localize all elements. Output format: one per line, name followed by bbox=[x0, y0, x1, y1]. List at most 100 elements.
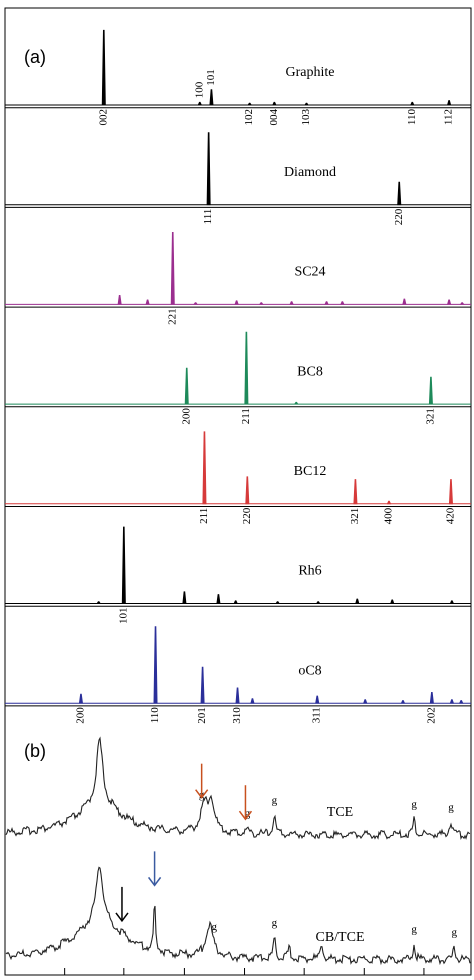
hkl-label: 101 bbox=[117, 608, 129, 625]
hkl-label: 002 bbox=[97, 109, 109, 126]
peak bbox=[244, 331, 249, 405]
hkl-label: 420 bbox=[444, 507, 456, 524]
peak bbox=[355, 598, 360, 604]
hkl-label: 202 bbox=[425, 707, 437, 724]
hkl-label: 100 bbox=[193, 81, 205, 98]
peak bbox=[448, 479, 453, 505]
hkl-label: 400 bbox=[383, 507, 395, 524]
arrow bbox=[238, 785, 253, 821]
peak bbox=[117, 295, 122, 305]
peak bbox=[209, 89, 214, 106]
hkl-label: 200 bbox=[74, 707, 86, 724]
g-label: g bbox=[272, 795, 278, 807]
peak bbox=[96, 601, 102, 604]
peak bbox=[182, 591, 187, 604]
hkl-label: 321 bbox=[349, 508, 361, 525]
peak bbox=[446, 299, 452, 305]
g-label: g bbox=[448, 802, 454, 814]
peak bbox=[428, 376, 433, 405]
arrow bbox=[195, 763, 209, 799]
peak bbox=[289, 301, 294, 305]
peak bbox=[272, 101, 277, 106]
peak bbox=[233, 600, 238, 604]
peak bbox=[235, 687, 240, 704]
peak bbox=[400, 700, 406, 704]
frame bbox=[4, 7, 472, 976]
g-label: g bbox=[211, 921, 217, 933]
arrow-head bbox=[195, 789, 209, 799]
g-label: g bbox=[411, 923, 417, 935]
arrow bbox=[115, 886, 129, 923]
arrow-head bbox=[115, 912, 129, 923]
peak bbox=[78, 693, 84, 704]
panel-label: (b) bbox=[24, 741, 46, 761]
hkl-label: 101 bbox=[205, 69, 217, 86]
peak bbox=[200, 666, 205, 704]
peak bbox=[153, 626, 158, 704]
peak bbox=[446, 100, 452, 106]
peak bbox=[258, 302, 264, 305]
arrow bbox=[147, 851, 162, 887]
peak bbox=[145, 299, 150, 305]
peak bbox=[429, 692, 434, 704]
peak bbox=[245, 476, 250, 505]
g-label: g bbox=[272, 917, 278, 929]
peak bbox=[324, 301, 329, 305]
phase-name: Rh6 bbox=[298, 564, 321, 579]
hkl-label: 103 bbox=[300, 109, 312, 126]
peak bbox=[315, 695, 320, 704]
peak bbox=[170, 232, 175, 305]
hkl-label: 110 bbox=[406, 109, 418, 126]
peak bbox=[402, 298, 407, 305]
hkl-label: 112 bbox=[443, 109, 455, 125]
hkl-label: 220 bbox=[393, 208, 405, 225]
peak bbox=[304, 102, 309, 106]
hkl-label: 110 bbox=[149, 707, 161, 724]
phase-name: Graphite bbox=[286, 65, 335, 80]
hkl-label: 200 bbox=[180, 408, 192, 425]
peak bbox=[193, 302, 198, 305]
peak bbox=[197, 101, 203, 106]
hkl-label: 211 bbox=[240, 408, 252, 424]
peak bbox=[206, 132, 211, 206]
peak bbox=[234, 300, 239, 305]
peak bbox=[397, 181, 402, 206]
peak bbox=[293, 401, 299, 405]
hkl-label: 311 bbox=[311, 707, 323, 723]
peak bbox=[459, 302, 465, 305]
hkl-label: 310 bbox=[231, 707, 243, 724]
hkl-label: 111 bbox=[202, 209, 214, 225]
hkl-label: 201 bbox=[196, 707, 208, 724]
sample-name: TCE bbox=[327, 805, 353, 820]
phase-name: BC8 bbox=[297, 364, 323, 379]
peak bbox=[250, 698, 255, 704]
g-label: g bbox=[245, 807, 251, 819]
g-label: g bbox=[411, 798, 417, 810]
peak bbox=[202, 431, 207, 505]
hkl-label: 211 bbox=[198, 508, 210, 524]
peak bbox=[458, 700, 464, 704]
peak bbox=[184, 367, 189, 405]
peak bbox=[315, 601, 321, 604]
peak bbox=[101, 29, 106, 106]
hkl-label: 321 bbox=[424, 408, 436, 425]
peak bbox=[449, 699, 455, 704]
panel-label: (a) bbox=[24, 47, 46, 67]
g-label: g bbox=[451, 927, 457, 939]
peak bbox=[353, 479, 358, 505]
peak bbox=[340, 301, 345, 305]
sample-name: CB/TCE bbox=[315, 930, 364, 945]
peak bbox=[275, 601, 280, 604]
peak bbox=[449, 600, 455, 604]
peak bbox=[247, 102, 252, 106]
phase-name: Diamond bbox=[284, 165, 336, 180]
hkl-label: 004 bbox=[268, 109, 280, 126]
measured-trace bbox=[5, 736, 471, 840]
phase-name: oC8 bbox=[298, 663, 321, 678]
hkl-label: 220 bbox=[241, 507, 253, 524]
peak bbox=[386, 500, 392, 505]
phase-name: BC12 bbox=[294, 464, 327, 479]
peak bbox=[390, 599, 395, 604]
hkl-label: 221 bbox=[166, 308, 178, 325]
